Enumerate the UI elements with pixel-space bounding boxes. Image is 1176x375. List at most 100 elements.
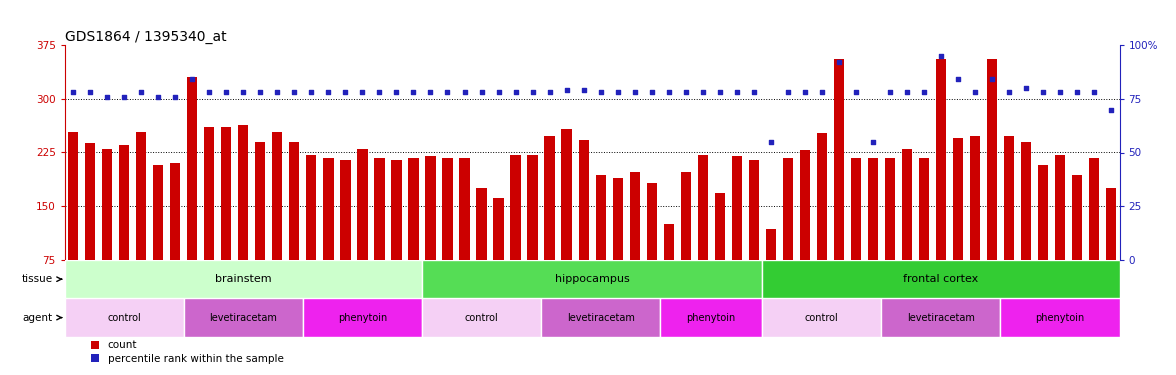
Point <box>405 89 423 95</box>
Point <box>81 89 100 95</box>
Point <box>506 89 524 95</box>
Point <box>744 89 763 95</box>
Bar <box>663 224 674 260</box>
Point <box>1000 89 1018 95</box>
Point <box>302 89 321 95</box>
Bar <box>783 158 793 260</box>
Bar <box>1105 188 1116 260</box>
Point <box>557 87 576 93</box>
Bar <box>422 260 762 299</box>
Bar <box>289 142 300 260</box>
Point <box>1084 89 1103 95</box>
Point <box>64 89 82 95</box>
Legend: count, percentile rank within the sample: count, percentile rank within the sample <box>91 340 283 364</box>
Point <box>421 89 440 95</box>
Bar <box>834 59 844 260</box>
Point <box>829 59 848 65</box>
Point <box>779 89 797 95</box>
Bar <box>102 149 113 260</box>
Bar <box>541 298 660 337</box>
Point <box>370 89 389 95</box>
Bar <box>850 158 861 260</box>
Bar <box>273 132 282 260</box>
Bar <box>187 77 198 260</box>
Bar <box>374 158 385 260</box>
Point <box>353 89 372 95</box>
Bar <box>762 298 881 337</box>
Point <box>132 89 151 95</box>
Point <box>523 89 542 95</box>
Text: GDS1864 / 1395340_at: GDS1864 / 1395340_at <box>65 30 226 44</box>
Point <box>592 89 610 95</box>
Point <box>216 89 235 95</box>
Bar <box>510 154 521 260</box>
Point <box>863 139 882 145</box>
Bar <box>868 158 878 260</box>
Point <box>915 89 934 95</box>
Bar <box>303 298 422 337</box>
Point <box>319 89 338 95</box>
Point <box>727 89 746 95</box>
Text: levetiracetam: levetiracetam <box>567 313 635 322</box>
Bar <box>749 160 759 260</box>
Bar <box>68 132 79 260</box>
Point <box>574 87 593 93</box>
Bar <box>65 298 183 337</box>
Bar <box>392 160 401 260</box>
Point <box>166 94 185 100</box>
Bar <box>715 194 724 260</box>
Bar <box>426 156 435 260</box>
Bar <box>119 146 129 260</box>
Point <box>608 89 627 95</box>
Bar <box>205 128 214 260</box>
Bar <box>987 59 997 260</box>
Bar <box>255 142 266 260</box>
Text: phenytoin: phenytoin <box>338 313 387 322</box>
Bar <box>340 160 350 260</box>
Bar <box>460 158 469 260</box>
Bar <box>1071 176 1082 260</box>
Bar <box>183 298 303 337</box>
Bar <box>221 128 232 260</box>
Bar <box>422 298 541 337</box>
Text: levetiracetam: levetiracetam <box>209 313 278 322</box>
Bar <box>766 229 776 260</box>
Bar <box>731 156 742 260</box>
Point <box>761 139 780 145</box>
Point <box>1016 85 1035 91</box>
Text: control: control <box>804 313 838 322</box>
Point <box>455 89 474 95</box>
Point <box>1034 89 1053 95</box>
Bar <box>528 154 537 260</box>
Bar <box>65 260 422 299</box>
Text: tissue: tissue <box>21 274 53 284</box>
Bar <box>800 150 810 260</box>
Point <box>149 94 168 100</box>
Point <box>489 89 508 95</box>
Bar <box>1089 158 1100 260</box>
Point <box>676 89 695 95</box>
Point <box>795 89 814 95</box>
Point <box>540 89 559 95</box>
Bar <box>85 143 95 260</box>
Bar <box>579 140 589 260</box>
Bar <box>613 178 623 260</box>
Bar <box>561 129 572 260</box>
Bar <box>647 183 656 260</box>
Point <box>642 89 661 95</box>
Bar <box>494 198 503 260</box>
Bar <box>171 163 180 260</box>
Point <box>881 89 900 95</box>
Bar <box>816 133 827 260</box>
Bar <box>762 260 1120 299</box>
Point <box>626 89 644 95</box>
Point <box>949 76 968 82</box>
Bar <box>544 136 555 260</box>
Bar <box>697 154 708 260</box>
Bar <box>442 158 453 260</box>
Point <box>1102 106 1121 112</box>
Point <box>931 53 950 59</box>
Bar <box>681 172 690 260</box>
Point <box>965 89 984 95</box>
Text: phenytoin: phenytoin <box>1035 313 1084 322</box>
